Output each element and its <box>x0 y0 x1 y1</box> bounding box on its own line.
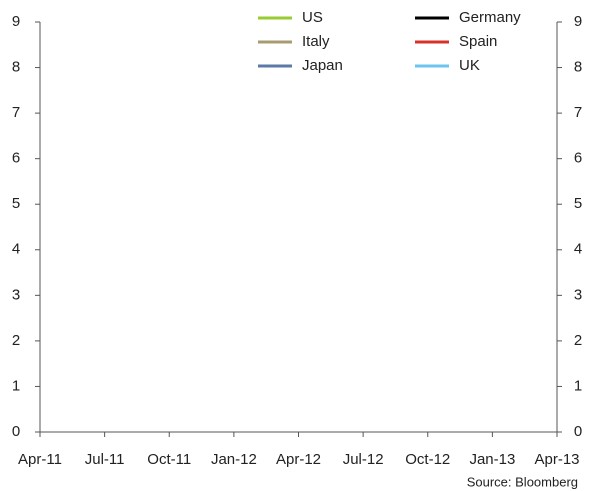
x-tick-label: Apr-13 <box>534 451 579 468</box>
y2-tick-label: 6 <box>574 150 582 167</box>
y-tick-label: 0 <box>12 423 20 440</box>
x-tick-label: Jan-12 <box>211 451 257 468</box>
source: Source: Bloomberg <box>467 474 578 489</box>
legend-label: UK <box>459 57 480 74</box>
x-tick-label: Jan-13 <box>469 451 515 468</box>
y2-tick-label: 8 <box>574 59 582 76</box>
y-tick-label: 1 <box>12 377 20 394</box>
legend-label: Japan <box>302 57 343 74</box>
y-tick-label: 6 <box>12 150 20 167</box>
x-tick-label: Oct-12 <box>405 451 450 468</box>
legend-label: Germany <box>459 9 521 26</box>
y-tick-label: 3 <box>12 286 20 303</box>
y-tick-label: 8 <box>12 59 20 76</box>
y2-tick-label: 0 <box>574 423 582 440</box>
x-tick-label: Jul-12 <box>343 451 384 468</box>
y2-tick-label: 9 <box>574 13 582 30</box>
y2-tick-label: 2 <box>574 332 582 349</box>
legend-label: Italy <box>302 33 330 50</box>
x-tick-label: Apr-11 <box>18 451 62 468</box>
legend-label: US <box>302 9 323 26</box>
y2-tick-label: 3 <box>574 286 582 303</box>
x-tick-label: Apr-12 <box>276 451 321 468</box>
axis-frame <box>39 22 558 433</box>
x-tick-label: Oct-11 <box>147 451 191 468</box>
y-tick-label: 2 <box>12 332 20 349</box>
y2-tick-label: 7 <box>574 104 582 121</box>
y-tick-label: 5 <box>12 195 20 212</box>
x-tick-label: Jul-11 <box>85 451 125 468</box>
y2-tick-label: 4 <box>574 241 582 258</box>
legend-label: Spain <box>459 33 497 50</box>
y2-tick-label: 5 <box>574 195 582 212</box>
y-tick-label: 9 <box>12 13 20 30</box>
y2-tick-label: 1 <box>574 377 582 394</box>
y-tick-label: 7 <box>12 104 20 121</box>
y-tick-label: 4 <box>12 241 20 258</box>
